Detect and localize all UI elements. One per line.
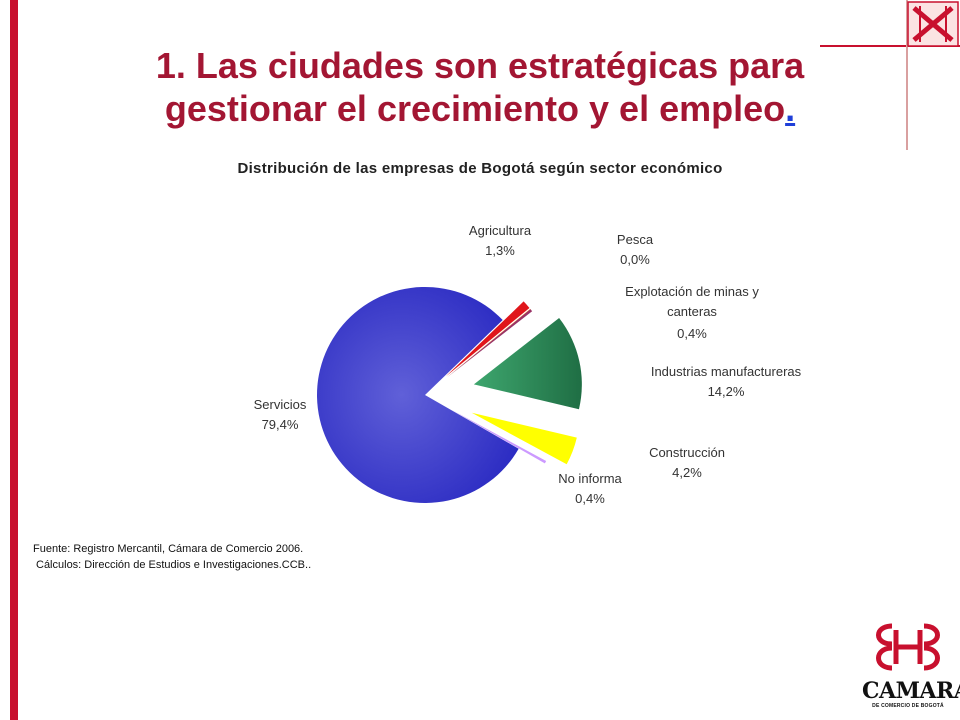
- label-pesca-value: 0,0%: [620, 252, 650, 267]
- label-servicios: Servicios 79,4%: [240, 395, 320, 435]
- camara-logo: CAMARA DE COMERCIO DE BOGOTÁ: [862, 620, 960, 709]
- title-link[interactable]: .: [785, 88, 796, 129]
- chart-title: Distribución de las empresas de Bogotá s…: [237, 160, 723, 177]
- label-no-informa-value: 0,4%: [575, 491, 605, 506]
- camara-logo-mark: [876, 623, 940, 671]
- page-title: 1. Las ciudades son estratégicas para ge…: [100, 44, 860, 130]
- source-note: Fuente: Registro Mercantil, Cámara de Co…: [33, 541, 311, 573]
- slice-minas: [446, 309, 533, 378]
- label-agricultura: Agricultura 1,3%: [440, 221, 560, 261]
- slice-agricultura: [445, 301, 530, 377]
- slice-pesca: [446, 308, 531, 378]
- label-construccion: Construcción 4,2%: [632, 443, 742, 483]
- slice-no-informa: [451, 409, 547, 464]
- slice-industrias: [473, 318, 582, 410]
- logo-subtext: DE COMERCIO DE BOGOTÁ: [872, 703, 944, 709]
- label-pesca: Pesca 0,0%: [585, 230, 685, 270]
- label-servicios-name: Servicios: [253, 397, 307, 412]
- slice-construccion: [471, 412, 577, 465]
- label-industrias-value: 14,2%: [707, 384, 745, 399]
- label-agricultura-name: Agricultura: [468, 223, 532, 238]
- left-accent-bar: [10, 0, 18, 720]
- label-pesca-name: Pesca: [616, 232, 654, 247]
- right-rule: [906, 0, 908, 150]
- slice-servicios: [317, 287, 519, 504]
- label-industrias-name: Industrias manufactureras: [650, 364, 802, 379]
- label-minas: Explotación de minas y canteras 0,4%: [612, 282, 772, 344]
- corner-logo-mark: [907, 1, 959, 47]
- label-minas-name: Explotación de minas y canteras: [625, 284, 759, 319]
- source-line-2: Cálculos: Dirección de Estudios e Invest…: [36, 559, 312, 571]
- label-agricultura-value: 1,3%: [485, 243, 515, 258]
- label-construccion-name: Construcción: [649, 445, 725, 460]
- top-rule: [820, 45, 960, 47]
- page-title-text: 1. Las ciudades son estratégicas para ge…: [155, 45, 805, 129]
- label-construccion-value: 4,2%: [672, 465, 702, 480]
- label-no-informa-name: No informa: [558, 471, 622, 486]
- label-industrias: Industrias manufactureras 14,2%: [636, 362, 816, 402]
- label-no-informa: No informa 0,4%: [540, 469, 640, 509]
- label-minas-value: 0,4%: [677, 326, 707, 341]
- label-servicios-value: 79,4%: [261, 417, 299, 432]
- logo-word: CAMARA: [862, 678, 960, 704]
- source-line-1: Fuente: Registro Mercantil, Cámara de Co…: [33, 543, 304, 555]
